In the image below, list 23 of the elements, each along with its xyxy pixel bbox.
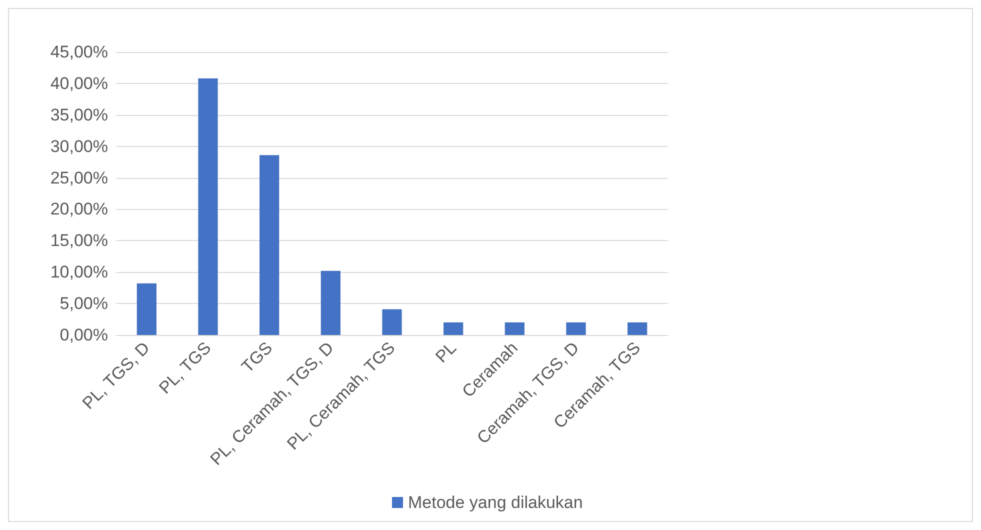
y-tick-label: 0,00% — [60, 326, 108, 344]
y-tick-label: 20,00% — [50, 200, 108, 219]
legend-label: Metode yang dilakukan — [408, 493, 583, 512]
y-tick-label: 25,00% — [50, 168, 108, 188]
bar — [566, 322, 586, 335]
y-tick-label: 30,00% — [50, 136, 108, 156]
x-tick-label: TGS — [238, 338, 276, 376]
y-tick-label: 45,00% — [50, 42, 108, 62]
bar — [198, 78, 218, 335]
bar — [444, 322, 464, 335]
x-tick-label: PL, TGS — [155, 338, 215, 398]
y-tick-label: 35,00% — [50, 105, 108, 124]
bar — [382, 309, 402, 335]
bar — [260, 155, 280, 335]
y-tick-label: 15,00% — [50, 231, 108, 250]
bar — [628, 322, 648, 335]
bar — [504, 322, 524, 335]
y-tick-label: 10,00% — [50, 262, 108, 282]
y-tick-label: 5,00% — [60, 294, 108, 314]
bar — [136, 283, 156, 335]
y-tick-label: 40,00% — [50, 74, 108, 93]
bar — [320, 270, 340, 335]
x-tick-label: PL — [432, 338, 460, 366]
